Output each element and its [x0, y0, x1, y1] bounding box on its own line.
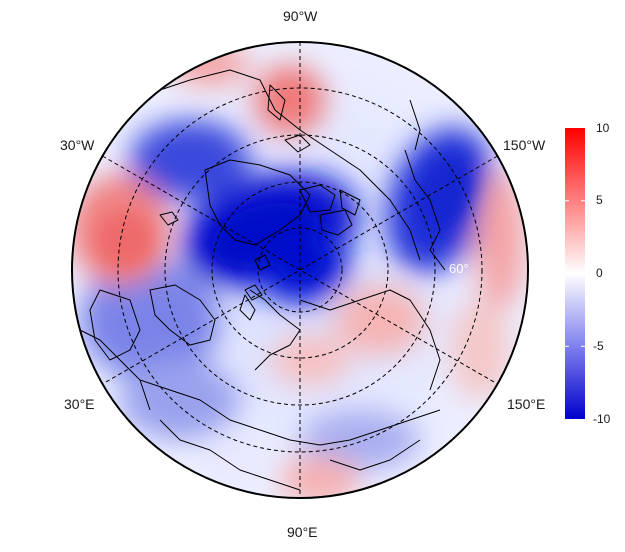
colorbar-tick-minus-5: -5 [593, 339, 604, 353]
lon-label-upper-left: 30°W [60, 137, 95, 153]
colorbar-tick-10: 10 [596, 121, 610, 135]
globe-outline [71, 41, 529, 499]
lon-label-lower-left: 30°E [64, 396, 95, 412]
anomaly-field [72, 42, 528, 498]
colorbar-tick-5: 5 [596, 193, 603, 207]
lon-label-upper-right: 150°W [503, 137, 546, 153]
graticule [102, 42, 498, 498]
colorbar-tick-0: 0 [596, 266, 603, 280]
lon-label-bottom: 90°E [287, 524, 318, 540]
lon-label-top: 90°W [283, 8, 318, 24]
latitude-label: 60° [449, 261, 469, 276]
lon-label-lower-right: 150°E [507, 396, 546, 412]
colorbar-tick-minus-10: -10 [593, 412, 611, 426]
colorbar [565, 128, 585, 419]
